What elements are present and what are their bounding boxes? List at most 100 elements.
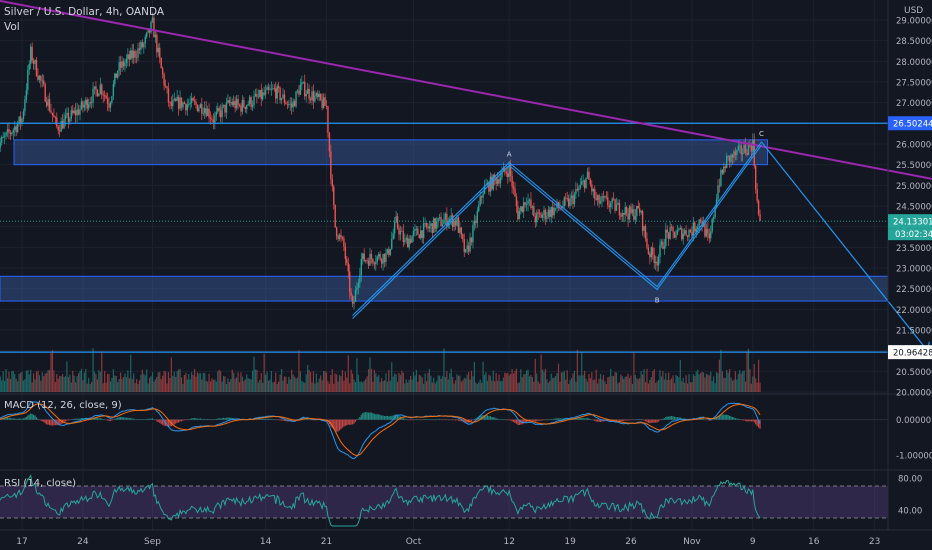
candle-body <box>407 237 409 248</box>
macd-histogram-bar <box>617 419 619 421</box>
macd-histogram-bar <box>373 413 375 420</box>
macd-histogram-bar <box>673 416 676 420</box>
candle-body <box>346 259 348 263</box>
macd-title[interactable]: MACD (12, 26, close, 9) <box>4 400 122 411</box>
time-tick-label: 21 <box>321 537 332 547</box>
volume-bar <box>399 375 402 392</box>
volume-bar <box>472 376 474 392</box>
candle-body <box>393 222 396 234</box>
candle-body <box>311 91 313 101</box>
volume-bar <box>481 382 483 392</box>
macd-histogram-bar <box>556 418 558 420</box>
rsi-title[interactable]: RSI (14, close) <box>4 478 76 489</box>
candle-body <box>747 143 750 155</box>
candle-body <box>0 142 1 148</box>
macd-histogram-bar <box>360 414 362 420</box>
candle-body <box>755 166 757 189</box>
volume-bar <box>280 369 283 392</box>
volume-bar <box>198 373 200 392</box>
macd-histogram-bar <box>655 419 657 423</box>
volume-bar <box>362 382 364 392</box>
price-axis[interactable]: 20.0000020.5000021.0000021.5000022.00000… <box>896 17 932 517</box>
volume-bar <box>407 382 409 392</box>
macd-histogram-bar <box>138 419 141 421</box>
candle-body <box>688 229 690 238</box>
macd-histogram-bar <box>598 419 600 422</box>
candle-body <box>69 118 71 122</box>
candle-body <box>699 219 702 222</box>
volume-bar <box>54 382 56 392</box>
candle-body <box>233 101 235 106</box>
volume-bar <box>615 372 618 392</box>
macd-histogram-bar <box>146 418 148 420</box>
volume-bar <box>305 374 307 392</box>
volume-bar <box>475 382 477 392</box>
candle-body <box>53 115 55 118</box>
candle-body <box>694 222 696 232</box>
macd-histogram-bar <box>205 419 207 420</box>
volume-bar <box>560 372 562 392</box>
volume-bar <box>33 373 35 392</box>
macd-histogram-bar <box>473 418 475 420</box>
volume-bar <box>193 368 196 392</box>
volume-bar <box>628 377 631 392</box>
candle-body <box>615 204 618 211</box>
volume-bar <box>381 378 383 392</box>
volume-bar <box>146 369 148 392</box>
macd-histogram-bar <box>649 419 651 424</box>
volume-bar <box>115 376 117 392</box>
candle-body <box>567 198 570 207</box>
candle-body <box>61 120 64 129</box>
macd-histogram-bar <box>283 419 286 422</box>
candle-body <box>434 218 436 229</box>
volume-bar <box>408 379 410 392</box>
candle-body <box>253 96 255 105</box>
macd-histogram-bar <box>178 419 180 423</box>
macd-histogram-bar <box>51 419 54 426</box>
volume-bar <box>221 381 223 392</box>
candle-body <box>64 115 67 120</box>
volume-bar <box>534 358 536 392</box>
candle-body <box>41 80 43 82</box>
macd-histogram-bar <box>150 418 152 420</box>
candle-body <box>402 231 405 243</box>
time-axis[interactable]: 1724Sep1421Oct121926Nov91623Dec <box>16 537 932 547</box>
candle-body <box>328 132 331 152</box>
macd-histogram-bar <box>663 418 665 420</box>
candle-body <box>275 88 277 99</box>
volume-bar <box>69 374 71 392</box>
volume-bar <box>633 352 635 392</box>
macd-histogram-bar <box>127 417 129 420</box>
symbol-title[interactable]: Silver / U.S. Dollar, 4h, OANDA <box>4 6 165 18</box>
candle-body <box>488 182 490 192</box>
macd-histogram-bar <box>215 418 217 420</box>
volume-bar <box>160 379 162 392</box>
macd-histogram-bar <box>149 418 151 420</box>
volume-bar <box>402 372 404 392</box>
volume-bar <box>105 382 107 392</box>
macd-tick-label: -1.00000 <box>896 451 932 461</box>
volume-bar <box>389 380 391 392</box>
macd-histogram-bar <box>724 414 726 420</box>
macd-histogram-bar <box>134 419 136 420</box>
macd-histogram-bar <box>73 418 75 420</box>
volume-bar <box>711 381 713 392</box>
macd-histogram-bar <box>344 419 346 426</box>
candle-body <box>170 102 173 107</box>
macd-histogram-bar <box>499 419 502 420</box>
candle-body <box>257 96 260 98</box>
abc-pattern-line <box>352 144 762 319</box>
candle-body <box>182 102 184 108</box>
candle-body <box>43 80 45 85</box>
candle-body <box>92 88 94 103</box>
volume-label[interactable]: Vol <box>4 21 20 33</box>
candle-body <box>114 73 116 85</box>
candle-body <box>198 107 200 112</box>
macd-histogram-bar <box>48 419 51 426</box>
volume-bar <box>224 376 226 392</box>
volume-bar <box>507 372 509 392</box>
volume-bar <box>437 375 439 392</box>
candle-body <box>45 101 48 106</box>
macd-histogram-bar <box>505 419 507 421</box>
